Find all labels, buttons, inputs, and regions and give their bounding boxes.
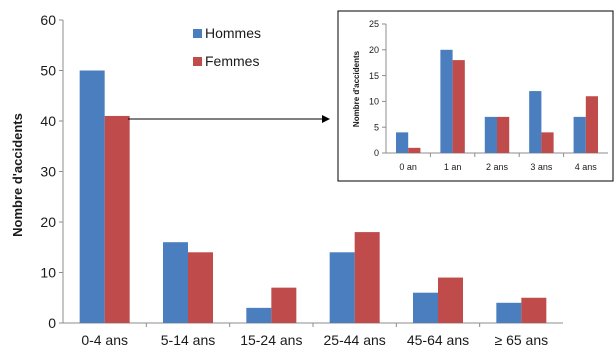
inset-xtick-label: 0 an	[399, 162, 417, 172]
main-bar-hommes	[496, 302, 522, 323]
main-bar-hommes	[413, 292, 438, 323]
main-bar-hommes	[163, 242, 188, 323]
main-ytick-label: 30	[40, 163, 56, 179]
main-xtick-label: 5-14 ans	[161, 332, 215, 348]
main-bar-femmes	[438, 277, 463, 323]
inset-ytick-label: 0	[374, 148, 379, 158]
inset-bar-hommes	[573, 116, 586, 153]
inset-xtick-label: 3 ans	[530, 162, 553, 172]
inset-ytick-label: 20	[369, 45, 379, 55]
inset-ytick-label: 5	[374, 122, 379, 132]
main-bar-hommes	[79, 70, 105, 323]
inset-ytick-label: 10	[369, 97, 379, 107]
main-bar-femmes	[354, 232, 380, 323]
inset-bar-femmes	[585, 96, 599, 153]
main-ytick-label: 40	[40, 113, 56, 129]
main-ytick-label: 0	[48, 315, 56, 331]
main-bar-hommes	[329, 252, 355, 323]
inset-bar-hommes	[395, 132, 409, 153]
inset-xtick-label: 1 an	[444, 162, 462, 172]
legend-swatch-femmes	[193, 57, 202, 66]
main-xtick-label: 15-24 ans	[240, 332, 302, 348]
main-bar-hommes	[246, 307, 272, 323]
main-ytick-label: 50	[40, 62, 56, 78]
inset-ytick-label: 15	[369, 71, 379, 81]
main-xtick-label: 45-64 ans	[407, 332, 469, 348]
inset-bar-femmes	[452, 60, 465, 154]
inset-bar-femmes	[541, 132, 554, 153]
main-ytick-label: 10	[40, 264, 56, 280]
inset-bar-femmes	[497, 116, 510, 153]
inset-xtick-label: 2 ans	[486, 162, 509, 172]
inset-bar-hommes	[529, 91, 542, 153]
inset-chart: Nombre d'accidents 0 5 10 15 20 25 0 an 1 an 2 …	[337, 10, 614, 182]
inset-bar-femmes	[408, 147, 421, 153]
main-ytick-label: 20	[40, 214, 56, 230]
legend-swatch-hommes	[193, 29, 202, 38]
main-ytick-label: 60	[40, 12, 56, 28]
inset-frame	[337, 10, 614, 182]
main-xtick-label: 25-44 ans	[324, 332, 386, 348]
main-bar-femmes	[271, 287, 297, 323]
inset-bar-hommes	[440, 49, 453, 153]
main-xtick-label: 0-4 ans	[81, 332, 128, 348]
inset-arrow	[128, 115, 330, 123]
inset-y-axis-title: Nombre d'accidents	[352, 50, 361, 127]
legend-label-hommes: Hommes	[205, 25, 261, 41]
legend: Hommes Femmes	[193, 25, 261, 69]
main-bar-femmes	[188, 252, 213, 323]
inset-xtick-label: 4 ans	[575, 162, 598, 172]
main-bar-femmes	[521, 297, 547, 323]
main-y-axis-title: Nombre d'accidents	[10, 113, 25, 237]
inset-ytick-label: 25	[369, 19, 379, 29]
main-bar-femmes	[104, 115, 130, 323]
main-xtick-label: ≥ 65 ans	[495, 332, 549, 348]
inset-bar-hommes	[484, 116, 497, 153]
legend-label-femmes: Femmes	[205, 53, 259, 69]
